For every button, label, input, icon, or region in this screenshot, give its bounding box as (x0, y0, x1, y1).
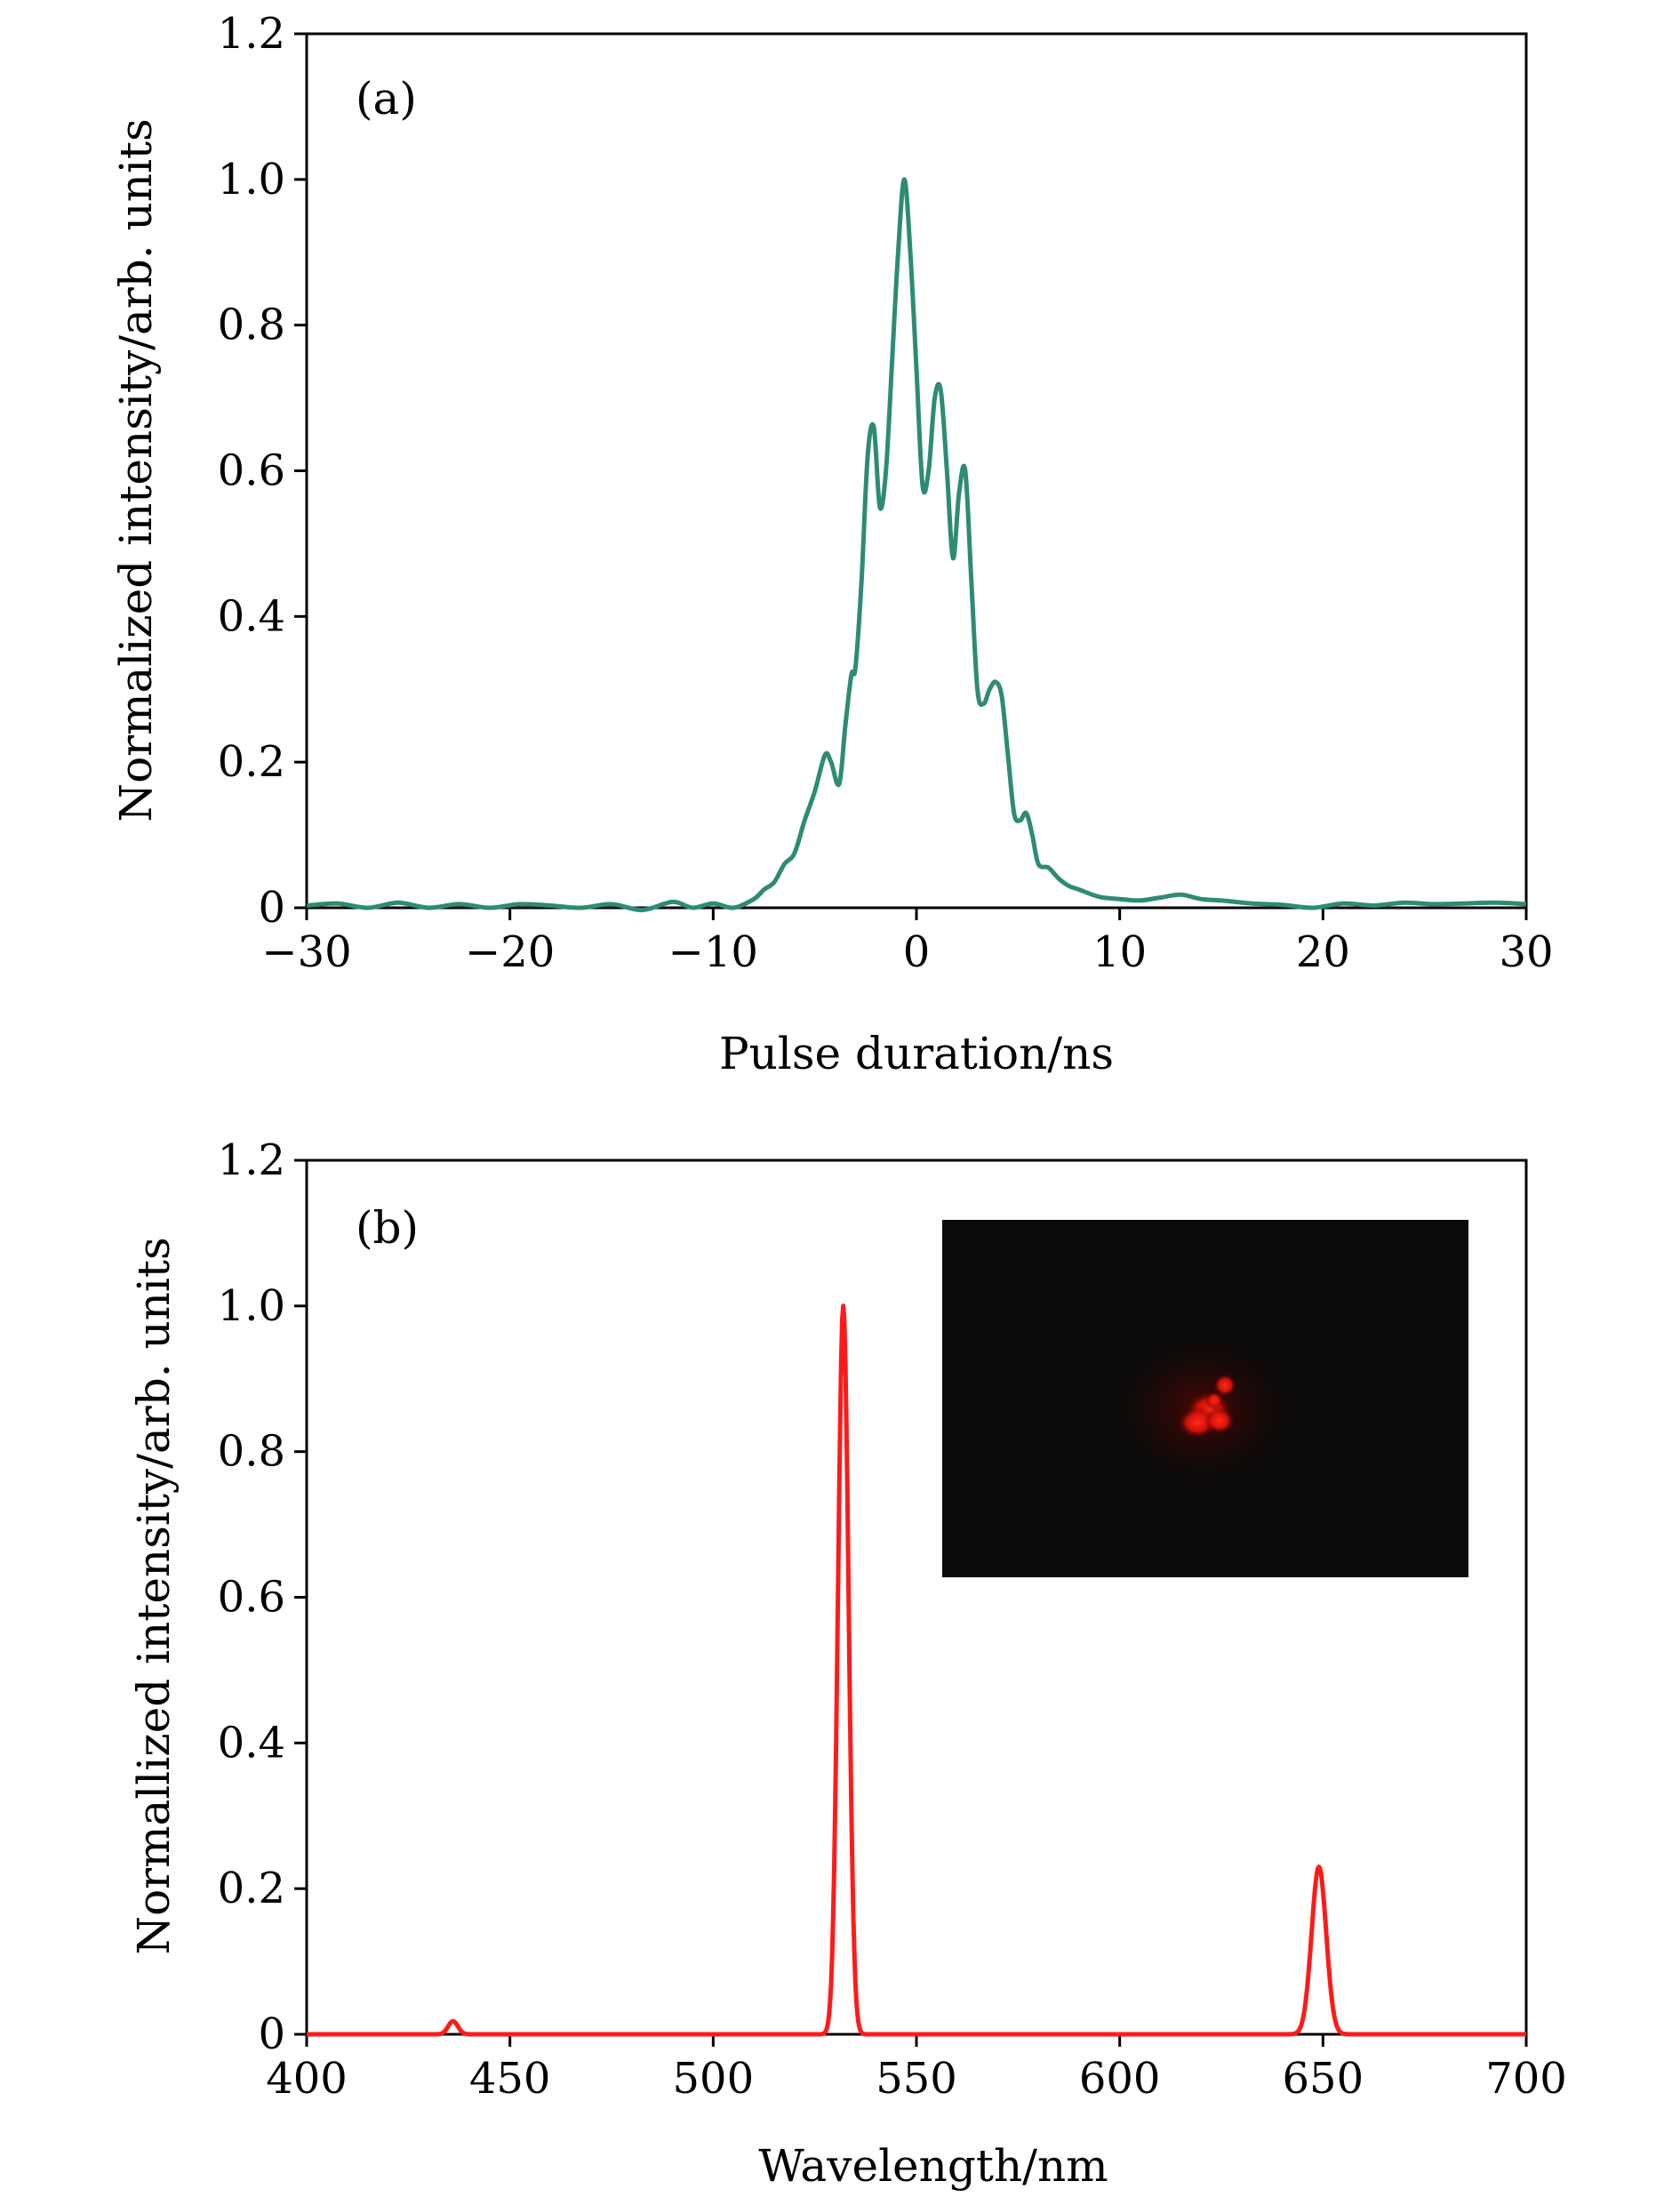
panel-a-x-tick-label: 10 (1092, 927, 1147, 977)
panel-a-chart: 0 0.2 0.4 0.6 0.8 1.0 1.2 −30 −20 −10 0 10 20 30 (a)… (110, 9, 1554, 1079)
panel-b-x-axis-title: Wavelength/nm (758, 2140, 1108, 2192)
beam-spot (1178, 1374, 1236, 1439)
panel-a-series-pulse-line (306, 177, 1527, 912)
panel-a-x-tick-label: 0 (903, 927, 931, 977)
panel-a-y-tick-label: 0 (258, 883, 285, 933)
panel-b-x-tick-label: 400 (266, 2054, 348, 2104)
panel-b-x-tick-label: 650 (1283, 2054, 1364, 2104)
panel-a-y-tick-label: 0.6 (218, 446, 285, 496)
panel-a-x-axis-title: Pulse duration/ns (719, 1028, 1114, 1079)
panel-a-y-tick-label: 1.2 (218, 9, 285, 59)
panel-a-label: (a) (356, 73, 417, 124)
panel-b-y-tick-label: 0.4 (218, 1718, 285, 1768)
panel-b-x-axis: 400 450 500 550 600 650 700 (266, 2034, 1567, 2104)
panel-b-inset-photo (942, 1220, 1468, 1577)
panel-b-series-spectrum-line (305, 1303, 1528, 2037)
panel-b-y-axis-title: Normallized intensity/arb. units (128, 1237, 180, 1954)
panel-a-y-tick-label: 0.4 (218, 591, 285, 641)
panel-b-x-tick-label: 500 (673, 2054, 755, 2104)
panel-b-y-tick-label: 0 (258, 2009, 285, 2059)
panel-b-chart: 0 0.2 0.4 0.6 0.8 1.0 1.2 400 450 500 550 600 650 70… (128, 1135, 1567, 2192)
panel-b-y-tick-label: 1.2 (218, 1135, 285, 1185)
panel-b-x-tick-label: 550 (876, 2054, 957, 2104)
panel-a-plot-frame (305, 32, 1528, 910)
panel-a-y-tick-label: 0.2 (218, 737, 285, 787)
panel-a-y-axis-title: Normalized intensity/arb. units (110, 118, 162, 822)
panel-b-label: (b) (356, 1202, 419, 1254)
panel-a-x-tick-label: −30 (261, 927, 351, 977)
panel-a-y-tick-label: 1.0 (218, 155, 285, 204)
panel-a-x-tick-label: 30 (1499, 927, 1553, 977)
panel-b-y-tick-label: 1.0 (218, 1281, 285, 1331)
panel-b-y-axis: 0 0.2 0.4 0.6 0.8 1.0 1.2 (218, 1135, 307, 2059)
panel-a-x-tick-label: 20 (1296, 927, 1350, 977)
panel-b-x-tick-label: 600 (1079, 2054, 1161, 2104)
panel-a-y-tick-label: 0.8 (218, 301, 285, 350)
panel-b-y-tick-label: 0.2 (218, 1864, 285, 1913)
panel-a-x-axis: −30 −20 −10 0 10 20 30 (261, 908, 1554, 977)
panel-a-x-tick-label: −10 (668, 927, 758, 977)
panel-b-y-tick-label: 0.6 (218, 1573, 285, 1623)
panel-a-y-axis: 0 0.2 0.4 0.6 0.8 1.0 1.2 (218, 9, 307, 933)
panel-b-y-tick-label: 0.8 (218, 1427, 285, 1477)
panel-b-x-tick-label: 700 (1485, 2054, 1567, 2104)
panel-b-x-tick-label: 450 (469, 2054, 551, 2104)
panel-a-x-tick-label: −20 (465, 927, 555, 977)
